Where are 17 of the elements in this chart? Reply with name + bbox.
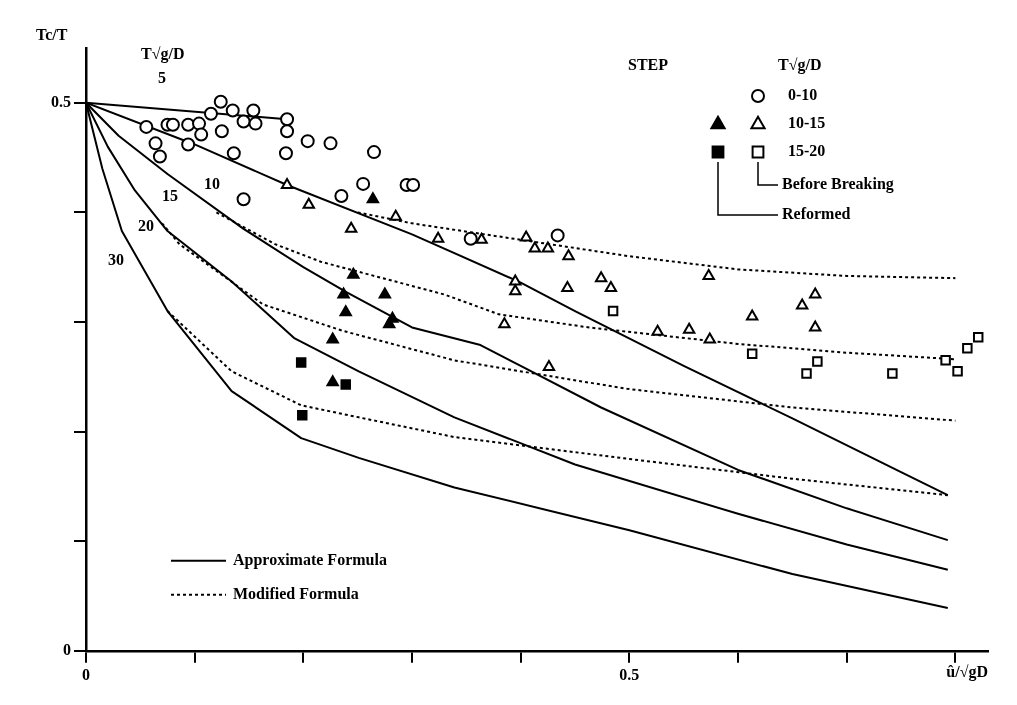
x-axis-title: û/√gD bbox=[946, 662, 988, 681]
annotation: T√g/D bbox=[141, 44, 185, 63]
y-axis-title: Tc/T bbox=[36, 26, 68, 44]
annotation: 15 bbox=[162, 186, 178, 204]
annotation: Reformed bbox=[782, 205, 851, 223]
legend-label: 15-20 bbox=[788, 142, 826, 160]
annotation: Before Breaking bbox=[782, 175, 894, 194]
annotation: 10 bbox=[204, 174, 220, 192]
annotation: 20 bbox=[138, 216, 154, 234]
legend-label: 0-10 bbox=[788, 86, 818, 104]
annotation: 30 bbox=[108, 250, 124, 268]
annotation: 5 bbox=[158, 68, 166, 86]
legend-label: 10-15 bbox=[788, 114, 826, 132]
text: STEP bbox=[627, 56, 669, 74]
legend-title: T√g/D bbox=[778, 56, 822, 75]
legend-label: Modified Formula bbox=[233, 584, 359, 602]
legend-label: Approximate Formula bbox=[233, 550, 387, 569]
